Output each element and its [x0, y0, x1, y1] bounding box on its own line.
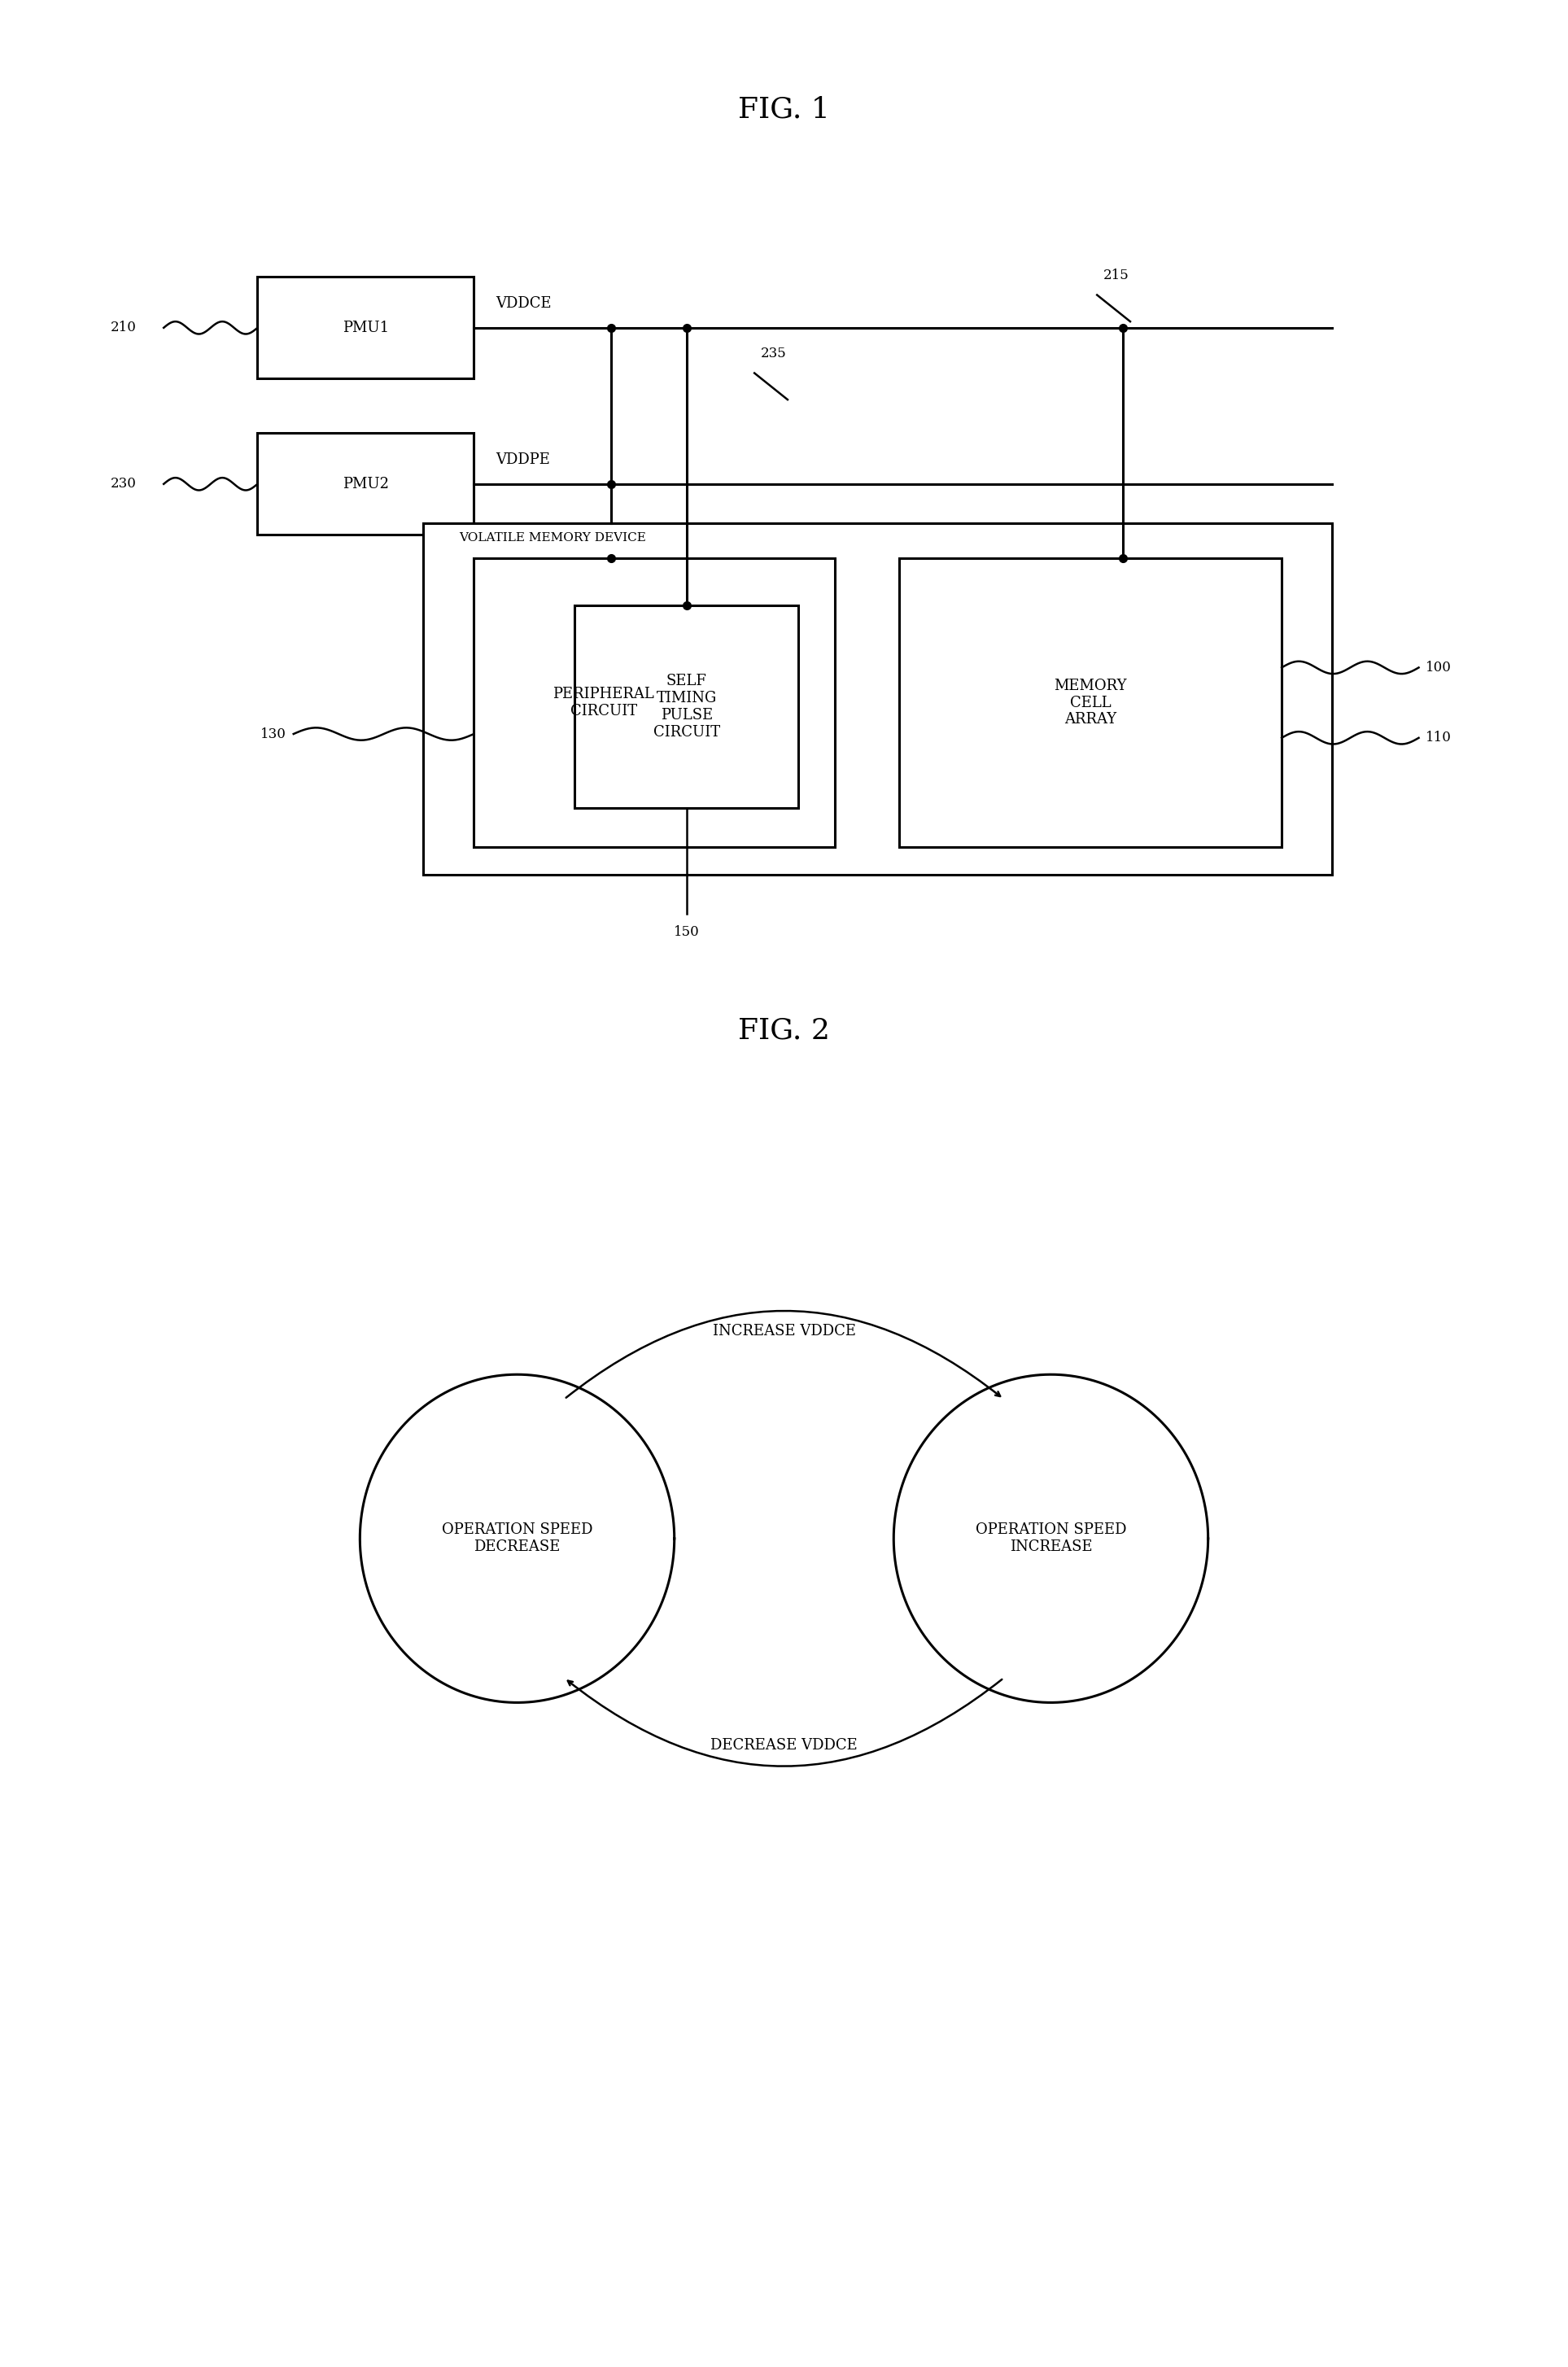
- Bar: [900, 559, 1281, 847]
- Text: 230: 230: [110, 478, 136, 490]
- Text: PMU1: PMU1: [342, 320, 389, 336]
- Text: 110: 110: [1425, 731, 1452, 746]
- Text: MEMORY
CELL
ARRAY: MEMORY CELL ARRAY: [1054, 679, 1127, 727]
- Text: 235: 235: [760, 346, 786, 360]
- Bar: [257, 277, 474, 379]
- Text: VDDCE: VDDCE: [495, 296, 552, 310]
- Text: 150: 150: [674, 925, 699, 940]
- Text: DECREASE VDDCE: DECREASE VDDCE: [710, 1737, 858, 1754]
- Text: FIG. 2: FIG. 2: [739, 1018, 829, 1044]
- Text: 130: 130: [260, 727, 287, 741]
- Text: INCREASE VDDCE: INCREASE VDDCE: [712, 1323, 856, 1340]
- Text: 210: 210: [110, 322, 136, 334]
- Text: OPERATION SPEED
DECREASE: OPERATION SPEED DECREASE: [442, 1522, 593, 1555]
- Text: PMU2: PMU2: [342, 476, 389, 492]
- Text: 215: 215: [1102, 267, 1129, 282]
- Bar: [423, 523, 1333, 873]
- Text: VOLATILE MEMORY DEVICE: VOLATILE MEMORY DEVICE: [459, 533, 646, 544]
- Text: FIG. 1: FIG. 1: [739, 95, 829, 123]
- Text: SELF
TIMING
PULSE
CIRCUIT: SELF TIMING PULSE CIRCUIT: [654, 675, 720, 739]
- Bar: [474, 559, 834, 847]
- Bar: [257, 433, 474, 535]
- Text: OPERATION SPEED
INCREASE: OPERATION SPEED INCREASE: [975, 1522, 1126, 1555]
- Text: VDDPE: VDDPE: [495, 452, 550, 466]
- Text: 100: 100: [1425, 660, 1452, 675]
- Text: PERIPHERAL
CIRCUIT: PERIPHERAL CIRCUIT: [554, 686, 654, 720]
- Bar: [575, 606, 798, 807]
